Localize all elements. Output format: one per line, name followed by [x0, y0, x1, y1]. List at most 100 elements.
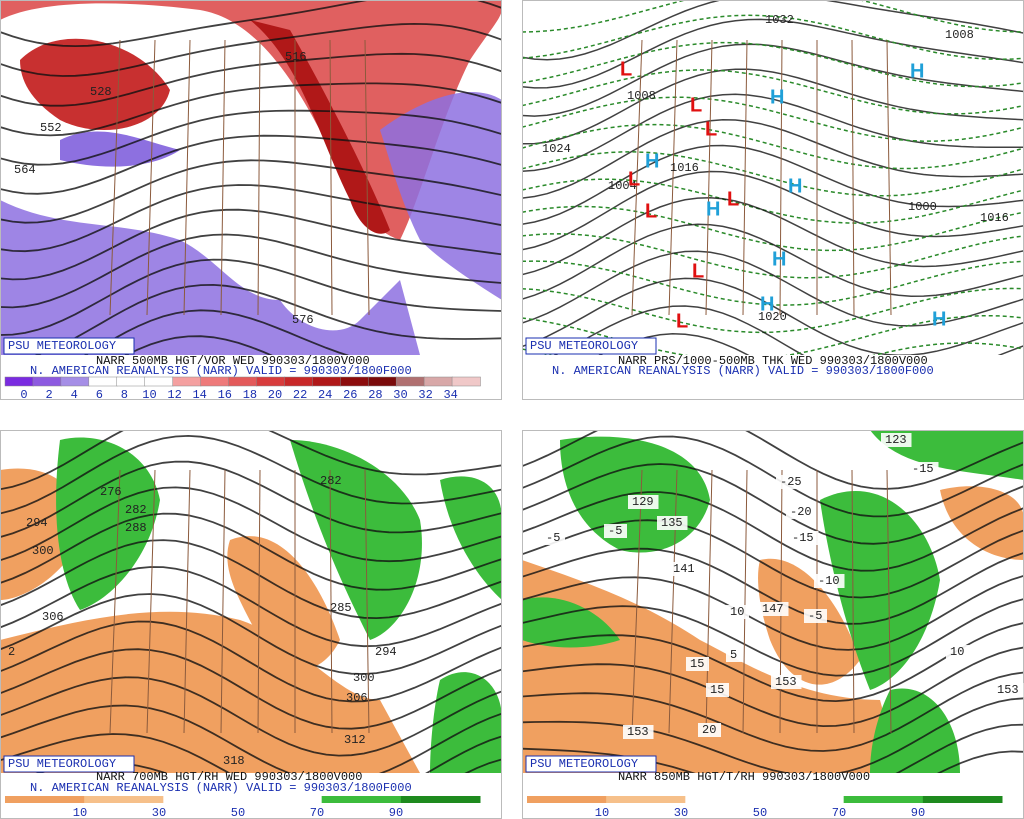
pressure-center: H: [760, 293, 774, 315]
contour: [0, 704, 502, 773]
border-line: [886, 39, 892, 316]
badge: PSU METEOROLOGY: [530, 757, 638, 771]
thickness-line: [522, 260, 1024, 306]
contour: [522, 463, 1024, 545]
contour-label: 552: [40, 121, 62, 135]
border-line: [851, 469, 855, 734]
contour: [522, 435, 1024, 518]
map-shading: [0, 0, 502, 355]
contour-label: 129: [632, 495, 654, 509]
label-bg: [946, 645, 969, 659]
label-bg: [698, 723, 721, 737]
contour-label: 1008: [945, 28, 974, 42]
contour: [0, 566, 502, 648]
contour: [522, 430, 1024, 490]
border-line: [109, 469, 121, 734]
label-bg: [758, 602, 789, 616]
colorbar-label: 4: [71, 388, 78, 402]
contour-label: -5: [808, 609, 822, 623]
label-bg: [814, 574, 845, 588]
colorbar-segment: [764, 796, 845, 803]
contour: [522, 223, 1024, 300]
colorbar-label: 28: [368, 388, 382, 402]
pressure-center: H: [645, 150, 659, 172]
border-line: [146, 469, 156, 734]
contour: [522, 196, 1024, 276]
pressure-center: H: [770, 86, 784, 108]
colorbar-segment: [312, 376, 342, 387]
colorbar-label: 50: [231, 806, 245, 819]
contour: [0, 620, 502, 703]
border-line: [779, 39, 783, 316]
contour-label: 312: [344, 733, 366, 747]
contour-label: 5: [730, 648, 737, 662]
thickness-line: [522, 14, 1024, 61]
colorbar-label: 14: [192, 388, 206, 402]
contour-label: 153: [997, 683, 1019, 697]
contour-label: 1016: [670, 161, 699, 175]
colorbar-segment: [400, 796, 481, 803]
contour-label: -20: [790, 505, 812, 519]
colorbar-segment: [367, 376, 397, 387]
contour: [0, 733, 502, 773]
contour-label: 300: [353, 671, 375, 685]
colorbar-label: 26: [343, 388, 357, 402]
colorbar-label: 50: [753, 806, 767, 819]
pressure-center: H: [788, 175, 802, 197]
colorbar-segment: [685, 796, 765, 803]
contour-label: 153: [627, 725, 649, 739]
contour: [522, 43, 1024, 117]
colorbar-segment: [144, 376, 174, 387]
contour: [0, 430, 502, 491]
contour: [0, 208, 502, 281]
contour: [553, 305, 1024, 355]
contour-label: 516: [285, 50, 307, 64]
map-title: NARR 850MB HGT/T/RH 990303/1800V000: [618, 770, 870, 784]
pressure-center: L: [620, 58, 632, 80]
border-line: [146, 39, 156, 316]
contour: [522, 646, 1024, 728]
pressure-center: L: [727, 188, 739, 210]
pressure-center: L: [705, 118, 717, 140]
colorbar-label: 2: [45, 388, 52, 402]
contour-label: 1000: [908, 200, 937, 214]
contour-label: 294: [375, 645, 397, 659]
contour: [0, 539, 502, 620]
contour: [522, 250, 1024, 327]
map-subtitle: N. AMERICAN REANALYSIS (NARR) VALID = 99…: [30, 781, 412, 795]
colorbar-segment: [284, 376, 314, 387]
thickness-line: [522, 69, 1024, 115]
colorbar-label: 0: [20, 388, 27, 402]
map-title: NARR 700MB HGT/RH WED 990303/1800V000: [96, 770, 362, 784]
contour-label: 564: [14, 163, 36, 177]
border-line: [631, 469, 643, 734]
contour-label: 135: [661, 516, 683, 530]
contour: [522, 18, 1024, 89]
contour: [522, 697, 1024, 773]
label-bg: [788, 531, 819, 545]
map-subtitle: N. AMERICAN REANALYSIS (NARR) VALID = 99…: [552, 364, 934, 378]
thickness-line: [522, 314, 1024, 355]
colorbar-label: 10: [73, 806, 87, 819]
label-bg: [786, 505, 817, 519]
colorbar-segment: [340, 376, 369, 387]
thickness-line: [522, 96, 1024, 142]
label-bg: [604, 524, 627, 538]
contour-set: [0, 430, 502, 773]
colorbar-label: 10: [595, 806, 609, 819]
contour-label: 10: [950, 645, 964, 659]
colorbar-segment: [321, 796, 402, 803]
map-title: NARR 500MB HGT/VOR WED 990303/1800V000: [96, 354, 370, 368]
thickness-line: [522, 151, 1024, 197]
contour-set: [522, 430, 1024, 773]
contour-label: 20: [702, 723, 716, 737]
border-line: [851, 39, 855, 316]
border-line: [220, 469, 226, 734]
colorbar-segment: [163, 796, 243, 803]
contour-label: 10: [730, 605, 744, 619]
contour: [0, 82, 502, 137]
label-bg: [804, 609, 827, 623]
colorbar-segment: [606, 796, 686, 803]
contour-label: -25: [780, 475, 802, 489]
border-line: [329, 39, 333, 316]
